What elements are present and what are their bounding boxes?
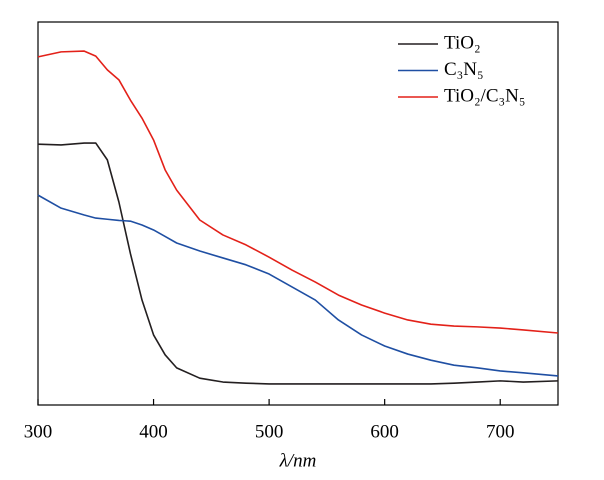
- legend-label: TiO₂/C₃N₅: [444, 85, 525, 106]
- x-tick-label: 700: [486, 421, 515, 442]
- legend-label: TiO₂: [444, 32, 481, 53]
- x-tick-label: 600: [370, 421, 399, 442]
- series-line: [37, 194, 559, 377]
- series-line: [37, 50, 559, 334]
- series-line: [37, 142, 559, 385]
- plot-frame: [37, 21, 559, 406]
- x-tick-label: 300: [24, 421, 53, 442]
- x-tick-label: 500: [255, 421, 284, 442]
- x-axis-label: λ/nm: [279, 450, 317, 471]
- legend-label: C₃N₅: [444, 59, 484, 80]
- x-tick-label: 400: [139, 421, 168, 442]
